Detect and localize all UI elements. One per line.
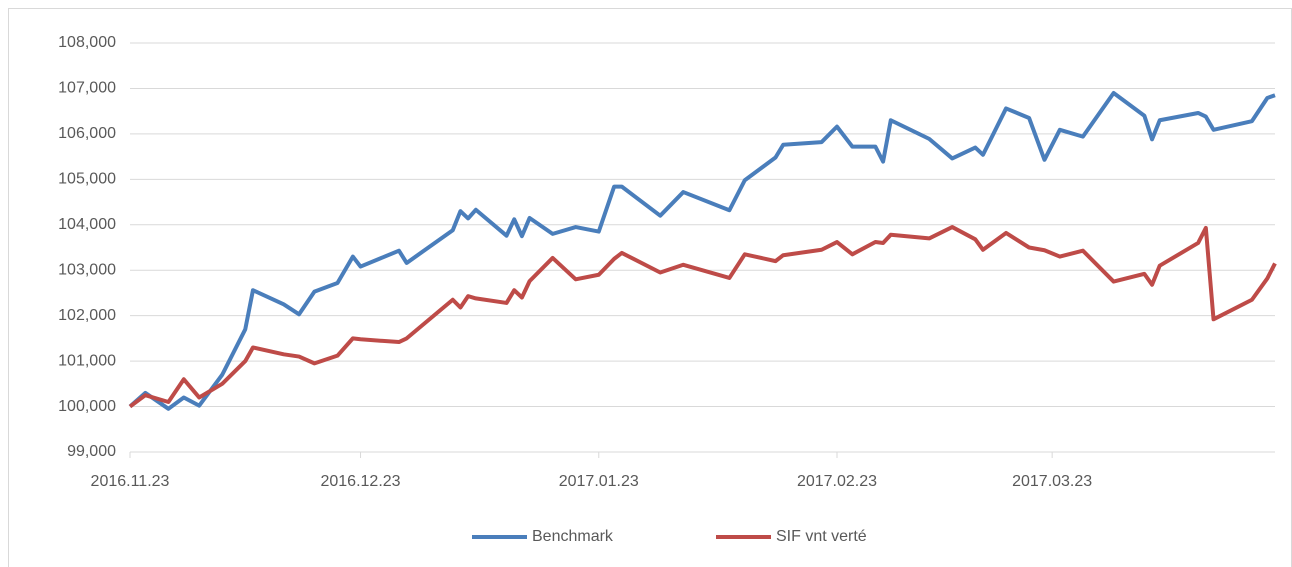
y-tick-label: 105,000 [58, 171, 116, 188]
y-tick-label: 103,000 [58, 261, 116, 278]
y-tick-label: 99,000 [67, 443, 116, 460]
x-tick-label: 2017.01.23 [559, 473, 639, 490]
x-tick-label: 2016.12.23 [320, 473, 400, 490]
y-tick-label: 108,000 [58, 34, 116, 51]
legend-label: SIF vnt verté [776, 528, 867, 545]
y-tick-label: 106,000 [58, 125, 116, 142]
y-tick-label: 101,000 [58, 352, 116, 369]
legend-label: Benchmark [532, 528, 614, 545]
y-tick-label: 100,000 [58, 398, 116, 415]
chart-frame [8, 8, 1292, 567]
series-line [128, 225, 1277, 409]
y-tick-label: 104,000 [58, 216, 116, 233]
y-tick-label: 107,000 [58, 80, 116, 97]
series-line [128, 90, 1276, 411]
x-tick-label: 2017.02.23 [797, 473, 877, 490]
x-tick-label: 2017.03.23 [1012, 473, 1092, 490]
x-tick-label: 2016.11.23 [91, 473, 170, 490]
y-tick-label: 102,000 [58, 307, 116, 324]
